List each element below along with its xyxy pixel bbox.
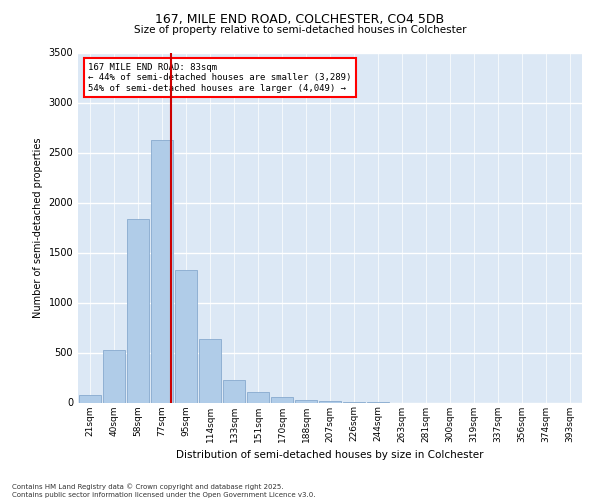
Text: 167 MILE END ROAD: 83sqm
← 44% of semi-detached houses are smaller (3,289)
54% o: 167 MILE END ROAD: 83sqm ← 44% of semi-d… <box>88 63 352 93</box>
Text: 167, MILE END ROAD, COLCHESTER, CO4 5DB: 167, MILE END ROAD, COLCHESTER, CO4 5DB <box>155 12 445 26</box>
Bar <box>223 380 245 402</box>
Bar <box>127 218 149 402</box>
Bar <box>319 401 341 402</box>
Bar <box>103 350 125 403</box>
Text: Size of property relative to semi-detached houses in Colchester: Size of property relative to semi-detach… <box>134 25 466 35</box>
Bar <box>295 400 317 402</box>
Bar <box>79 395 101 402</box>
Bar <box>199 338 221 402</box>
Text: Contains HM Land Registry data © Crown copyright and database right 2025.
Contai: Contains HM Land Registry data © Crown c… <box>12 484 316 498</box>
Bar <box>247 392 269 402</box>
Bar <box>175 270 197 402</box>
Bar <box>151 140 173 402</box>
X-axis label: Distribution of semi-detached houses by size in Colchester: Distribution of semi-detached houses by … <box>176 450 484 460</box>
Bar <box>271 396 293 402</box>
Y-axis label: Number of semi-detached properties: Number of semi-detached properties <box>33 137 43 318</box>
